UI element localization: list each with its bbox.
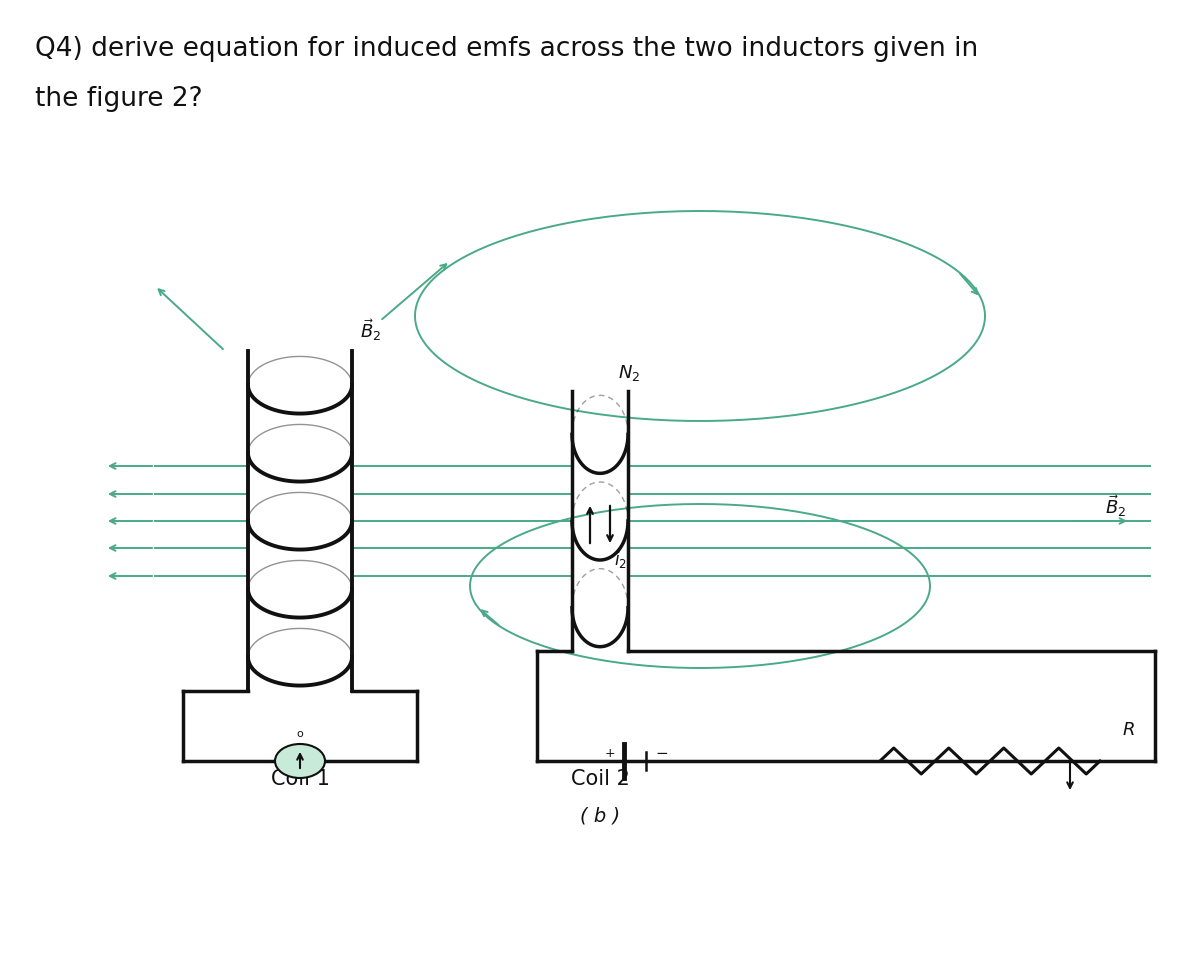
Text: the figure 2?: the figure 2? [35,86,203,112]
Text: +: + [605,747,616,759]
Text: Q4) derive equation for induced emfs across the two inductors given in: Q4) derive equation for induced emfs acr… [35,36,978,62]
Text: o: o [296,729,304,739]
Text: Coil 2: Coil 2 [570,769,630,789]
Text: $i_2$: $i_2$ [614,549,626,570]
Text: Coil 1: Coil 1 [270,769,330,789]
Text: $\vec{B}_2$: $\vec{B}_2$ [360,318,382,343]
Text: −: − [655,746,667,760]
Text: $R$: $R$ [1122,721,1134,739]
Text: $\vec{B}_2$: $\vec{B}_2$ [1105,493,1127,519]
Ellipse shape [275,744,325,778]
Text: ( b ): ( b ) [580,806,620,825]
Text: $N_2$: $N_2$ [618,363,641,383]
